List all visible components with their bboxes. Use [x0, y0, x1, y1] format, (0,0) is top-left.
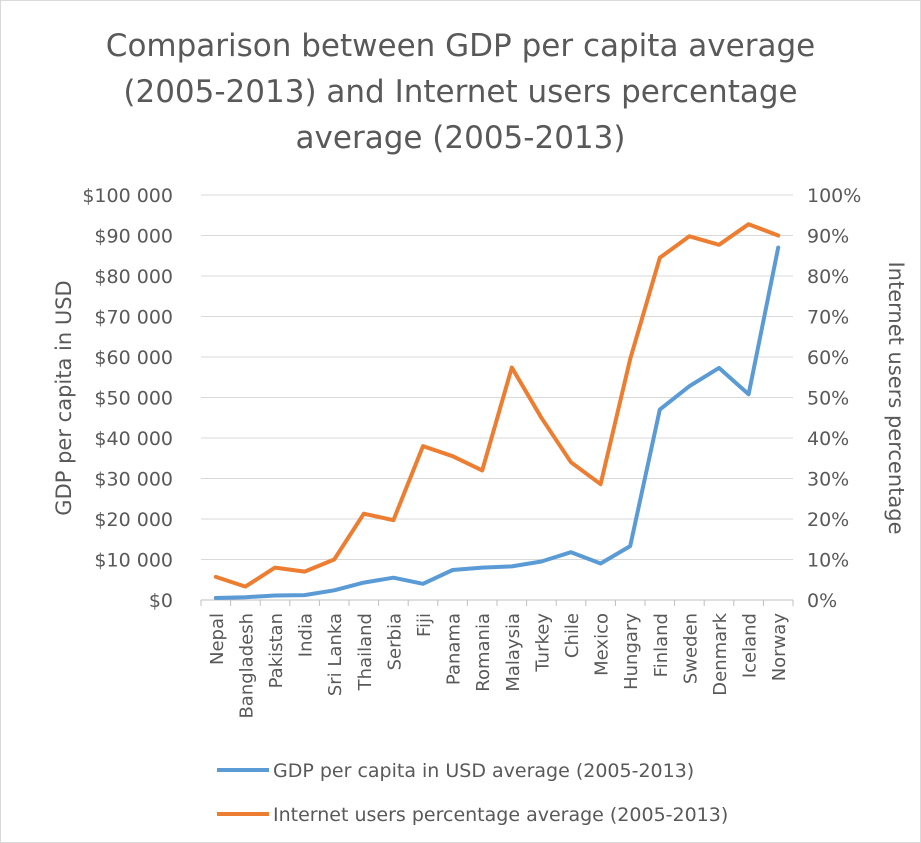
x-tick-label: India	[296, 613, 317, 657]
y-axis-right-label: Internet users percentage	[884, 261, 908, 534]
x-tick-label: Sri Lanka	[325, 613, 346, 696]
right-tick-label: 90%	[807, 226, 849, 248]
right-tick-label: 100%	[807, 185, 861, 207]
right-tick-label: 70%	[807, 307, 849, 329]
x-tick-label: Panama	[444, 613, 465, 685]
x-tick-label: Thailand	[355, 613, 376, 691]
right-tick-label: 30%	[807, 469, 849, 491]
x-tick-label: Fiji	[414, 613, 435, 637]
left-tick-label: $60 000	[94, 347, 173, 369]
legend-label-gdp: GDP per capita in USD average (2005-2013…	[273, 760, 694, 782]
x-tick-label: Mexico	[592, 613, 613, 676]
x-axis-ticks: Nepal Bangladesh Pakistan India Sri Lanka Tha…	[200, 600, 794, 719]
left-tick-label: $10 000	[94, 550, 173, 572]
x-tick-label: Denmark	[710, 612, 731, 695]
x-tick-label: Bangladesh	[236, 613, 257, 719]
left-tick-label: $20 000	[94, 509, 173, 531]
left-axis-ticks: $0 $10 000 $20 000 $30 000 $40 000 $50 000 $60…	[82, 185, 173, 612]
right-tick-label: 0%	[807, 590, 837, 612]
right-tick-label: 60%	[807, 347, 849, 369]
left-tick-label: $40 000	[94, 428, 173, 450]
left-tick-label: $80 000	[94, 266, 173, 288]
x-tick-label: Turkey	[532, 613, 553, 673]
right-tick-label: 20%	[807, 509, 849, 531]
right-tick-label: 80%	[807, 266, 849, 288]
right-tick-label: 10%	[807, 550, 849, 572]
right-axis-ticks: 0% 10% 20% 30% 40% 50% 60% 70% 80% 90% 100%	[807, 185, 861, 612]
chart-title: Comparison between GDP per capita averag…	[1, 23, 920, 161]
x-tick-label: Hungary	[621, 613, 642, 690]
x-tick-label: Nepal	[207, 613, 228, 665]
series-lines	[213, 222, 781, 600]
x-tick-label: Finland	[651, 613, 672, 677]
right-tick-label: 50%	[807, 388, 849, 410]
legend: GDP per capita in USD average (2005-2013…	[217, 760, 728, 826]
right-tick-label: 40%	[807, 428, 849, 450]
x-tick-label: Pakistan	[266, 613, 287, 688]
x-tick-label: Sweden	[680, 613, 701, 684]
left-tick-label: $90 000	[94, 226, 173, 248]
y-axis-left-label: GDP per capita in USD	[52, 280, 76, 515]
left-tick-label: $0	[149, 590, 173, 612]
chart-title-line-1: Comparison between GDP per capita averag…	[105, 28, 816, 64]
legend-label-internet: Internet users percentage average (2005-…	[273, 804, 728, 826]
left-tick-label: $30 000	[94, 469, 173, 491]
left-tick-label: $50 000	[94, 388, 173, 410]
x-tick-label: Norway	[769, 613, 790, 682]
gridlines	[201, 194, 793, 601]
chart-title-line-2: (2005-2013) and Internet users percentag…	[123, 74, 798, 110]
left-tick-label: $100 000	[82, 185, 173, 207]
chart-title-line-3: average (2005-2013)	[295, 120, 626, 156]
x-tick-label: Romania	[473, 613, 494, 692]
x-tick-label: Serbia	[384, 613, 405, 670]
series-line-gdp	[213, 245, 781, 600]
left-tick-label: $70 000	[94, 307, 173, 329]
series-line-internet	[213, 222, 781, 589]
x-tick-label: Malaysia	[503, 613, 524, 692]
x-tick-label: Chile	[562, 613, 583, 658]
x-tick-label: Iceland	[740, 613, 761, 678]
